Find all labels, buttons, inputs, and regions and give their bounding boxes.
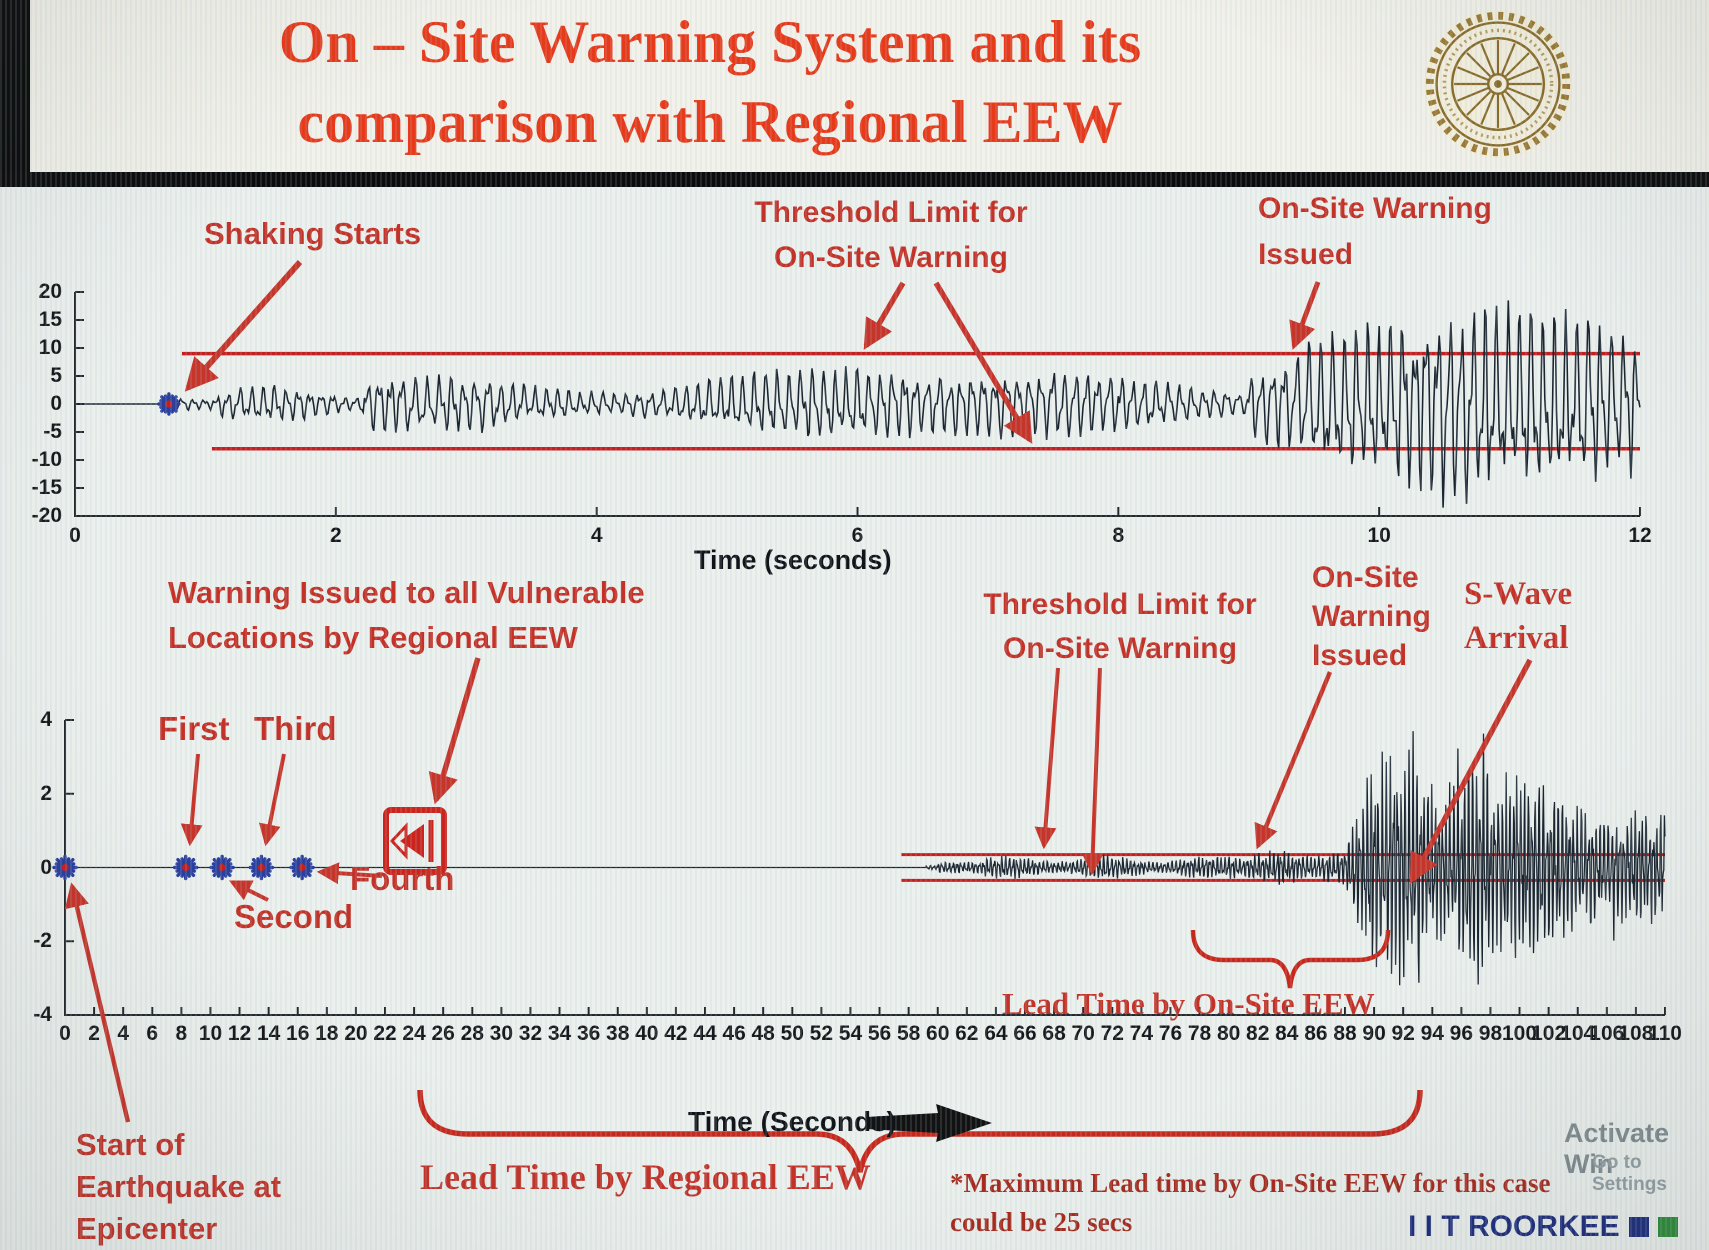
arrow-first <box>180 753 203 847</box>
annotation-threshold-bottom: Threshold Limit for On-Site Warning <box>960 583 1280 671</box>
annotation-onsite-issued-top-line1: On-Site Warning <box>1258 192 1492 225</box>
annotation-onsite-issued-bottom: On-Site Warning Issued <box>1312 558 1431 675</box>
annotation-arrows <box>64 260 1533 1123</box>
p-detection-star-1 <box>172 854 199 881</box>
annotation-max-lead-note-line1: *Maximum Lead time by On-Site EEW for th… <box>950 1168 1551 1198</box>
bottom-chart-x-axis-label: Time (Seconds) <box>688 1106 896 1137</box>
p-detection-star-3 <box>248 854 275 881</box>
annotation-threshold-top: Threshold Limit for On-Site Warning <box>726 190 1056 280</box>
annotation-regional-warning-line1: Warning Issued to all Vulnerable <box>168 575 645 610</box>
annotation-threshold-bottom-line2: On-Site Warning <box>1003 632 1237 665</box>
arrow-threshold-bottom-upper <box>1034 667 1060 850</box>
slide-title: On – Site Warning System and its compari… <box>40 2 1380 162</box>
annotation-onsite-issued-top-line2: Issued <box>1258 238 1354 271</box>
slide-title-line2: comparison with Regional EEW <box>297 89 1123 155</box>
annotation-fourth: Fourth <box>350 860 455 897</box>
annotation-epicenter: Start of Earthquake at Epicenter <box>76 1124 281 1250</box>
regional-eew-broadcast-icon <box>383 807 447 875</box>
event-markers <box>52 392 447 881</box>
annotation-onsite-issued-bottom-line2: Warning <box>1312 600 1431 633</box>
annotation-third: Third <box>254 710 337 747</box>
lead-time-braces <box>417 929 1423 1173</box>
activate-windows-watermark: Activate Win <box>1564 1118 1670 1179</box>
arrow-second <box>229 880 269 902</box>
activate-windows-watermark-line2: Go to Settings <box>1592 1152 1667 1195</box>
arrow-threshold-bottom-lower <box>1081 667 1104 876</box>
chart-axes <box>64 291 1666 1016</box>
iit-roorkee-wordmark-text: I I T ROORKEE <box>1408 1210 1620 1243</box>
arrow-swave <box>1409 658 1533 884</box>
iit-roorkee-logo <box>1423 9 1573 159</box>
annotation-shaking-starts: Shaking Starts <box>204 216 422 251</box>
annotation-swave-line1: S-Wave <box>1464 576 1573 612</box>
annotation-first: First <box>158 710 230 747</box>
header-divider <box>0 172 1709 187</box>
annotation-lead-regional: Lead Time by Regional EEW <box>420 1157 871 1197</box>
annotation-epicenter-line3: Epicenter <box>76 1211 218 1246</box>
time-axis-arrow-icon <box>866 1104 992 1142</box>
iit-roorkee-wordmark: I I T ROORKEE <box>1408 1210 1678 1244</box>
slide-header: On – Site Warning System and its compari… <box>0 0 1709 172</box>
top-seismogram-waveform <box>75 300 1641 508</box>
annotation-onsite-issued-bottom-line3: Issued <box>1312 639 1408 672</box>
arrow-threshold-top-lower <box>933 281 1033 444</box>
annotation-epicenter-line2: Earthquake at <box>76 1169 282 1204</box>
annotation-regional-warning: Warning Issued to all Vulnerable Locatio… <box>168 570 645 660</box>
arrow-epicenter <box>64 882 131 1123</box>
arrow-shaking-starts <box>184 260 303 392</box>
annotation-threshold-top-line2: On-Site Warning <box>774 241 1008 274</box>
annotation-regional-warning-line2: Locations by Regional EEW <box>168 620 578 655</box>
regional-lead-time-brace <box>417 1089 1423 1173</box>
arrow-regional-warning <box>428 657 481 805</box>
annotation-lead-onsite: Lead Time by On-Site EEW <box>1002 986 1375 1021</box>
arrow-onsite-issued-top <box>1289 281 1321 350</box>
slide-title-line1: On – Site Warning System and its <box>278 9 1142 75</box>
annotation-threshold-top-line1: Threshold Limit for <box>754 196 1028 229</box>
annotation-max-lead-note-line2: could be 25 secs <box>950 1207 1133 1237</box>
annotation-max-lead-note: *Maximum Lead time by On-Site EEW for th… <box>950 1164 1551 1242</box>
top-chart-x-axis-label: Time (seconds) <box>694 545 892 575</box>
annotation-swave-line2: Arrival <box>1464 620 1569 656</box>
shaking-starts-star <box>157 392 181 416</box>
onsite-lead-time-brace <box>1190 929 1391 989</box>
annotation-onsite-issued-top: On-Site Warning Issued <box>1258 186 1492 278</box>
annotation-epicenter-line1: Start of <box>76 1127 185 1162</box>
arrow-onsite-issued-bottom <box>1254 671 1333 850</box>
p-detection-star-2 <box>209 854 235 881</box>
annotation-onsite-issued-bottom-line1: On-Site <box>1312 561 1419 594</box>
top-chart-axis <box>74 292 1640 517</box>
epicenter-star <box>52 854 78 881</box>
arrow-threshold-top-upper <box>863 281 906 350</box>
seismogram-waveforms <box>65 300 1666 986</box>
arrow-third <box>258 753 286 847</box>
bottom-seismogram-waveform <box>65 731 1666 986</box>
brand-square-green <box>1657 1217 1678 1237</box>
header-left-edge <box>0 0 30 172</box>
annotation-swave: S-Wave Arrival <box>1464 572 1572 660</box>
brand-square-navy <box>1628 1217 1649 1237</box>
arrow-fourth <box>316 862 383 885</box>
p-detection-star-4 <box>289 854 315 881</box>
annotation-second: Second <box>234 898 354 935</box>
annotation-threshold-bottom-line1: Threshold Limit for <box>983 588 1257 621</box>
